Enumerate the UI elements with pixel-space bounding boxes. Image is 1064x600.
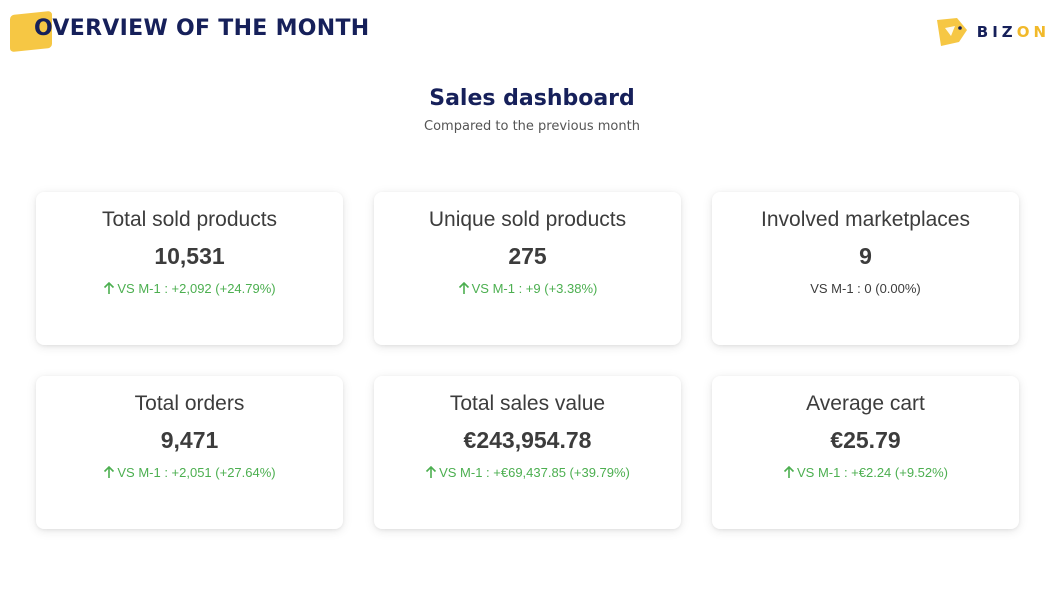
kpi-card-total-sales-value: Total sales value €243,954.78 VS M-1 : +… <box>374 376 681 529</box>
brand-name: BIZON <box>976 23 1050 41</box>
kpi-label: Involved marketplaces <box>761 208 970 231</box>
kpi-delta-text: VS M-1 : +9 (+3.38%) <box>471 281 598 296</box>
kpi-value: €243,954.78 <box>463 427 592 453</box>
kpi-delta-text: VS M-1 : +2,092 (+24.79%) <box>117 281 276 296</box>
kpi-value: 10,531 <box>154 243 225 269</box>
kpi-delta-text: VS M-1 : +€69,437.85 (+39.79%) <box>439 465 630 480</box>
kpi-value: 9,471 <box>160 427 219 453</box>
arrow-up-icon <box>783 466 795 478</box>
kpi-value: 275 <box>508 243 547 269</box>
kpi-card-unique-sold-products: Unique sold products 275 VS M-1 : +9 (+3… <box>374 192 681 345</box>
kpi-label: Total sales value <box>449 392 606 415</box>
kpi-value: 9 <box>859 243 872 269</box>
kpi-card-involved-marketplaces: Involved marketplaces 9 VS M-1 : 0 (0.00… <box>712 192 1019 345</box>
kpi-delta: VS M-1 : +€69,437.85 (+39.79%) <box>374 465 681 480</box>
kpi-delta: VS M-1 : 0 (0.00%) <box>712 281 1019 296</box>
dashboard-subtitle: Compared to the previous month <box>424 119 640 134</box>
kpi-card-total-sold-products: Total sold products 10,531 VS M-1 : +2,0… <box>36 192 343 345</box>
kpi-card-average-cart: Average cart €25.79 VS M-1 : +€2.24 (+9.… <box>712 376 1019 529</box>
kpi-delta-text: VS M-1 : 0 (0.00%) <box>810 281 921 296</box>
kpi-delta-text: VS M-1 : +€2.24 (+9.52%) <box>796 465 949 480</box>
kpi-delta: VS M-1 : +2,092 (+24.79%) <box>36 281 343 296</box>
arrow-up-icon <box>104 466 115 478</box>
kpi-label: Total orders <box>134 392 245 415</box>
kpi-label: Total sold products <box>101 208 278 231</box>
page-title: OVERVIEW OF THE MONTH <box>34 16 370 41</box>
kpi-card-total-orders: Total orders 9,471 VS M-1 : +2,051 (+27.… <box>36 376 343 529</box>
bizon-logo-icon <box>936 18 967 46</box>
brand-logo[interactable]: BIZON <box>935 16 1050 48</box>
arrow-up-icon <box>458 282 469 294</box>
kpi-delta: VS M-1 : +€2.24 (+9.52%) <box>712 465 1019 480</box>
kpi-label: Unique sold products <box>428 208 627 231</box>
dashboard-title: Sales dashboard <box>429 86 635 111</box>
kpi-delta: VS M-1 : +9 (+3.38%) <box>374 281 681 296</box>
kpi-delta: VS M-1 : +2,051 (+27.64%) <box>36 465 343 480</box>
arrow-up-icon <box>426 466 437 478</box>
arrow-up-icon <box>104 282 115 294</box>
kpi-value: €25.79 <box>830 427 901 453</box>
kpi-delta-text: VS M-1 : +2,051 (+27.64%) <box>117 465 276 480</box>
kpi-label: Average cart <box>806 392 925 415</box>
